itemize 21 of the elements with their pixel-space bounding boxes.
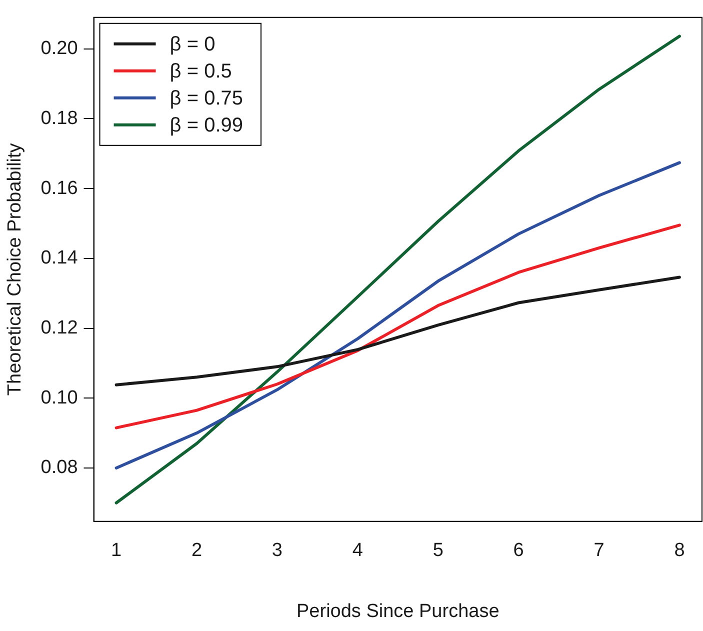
x-tick-label: 6 xyxy=(513,540,524,562)
legend-label: β = 0 xyxy=(170,33,216,56)
y-tick-label: 0.16 xyxy=(40,178,78,199)
x-tick-label: 1 xyxy=(111,540,122,562)
legend-label: β = 0.5 xyxy=(170,60,232,82)
legend-label: β = 0.75 xyxy=(170,87,244,110)
y-axis-title: Theoretical Choice Probability xyxy=(4,142,26,396)
x-tick-label: 4 xyxy=(352,540,364,562)
x-tick-label: 8 xyxy=(674,540,685,562)
x-tick-label: 2 xyxy=(191,540,202,562)
y-tick-label: 0.10 xyxy=(40,387,78,408)
x-tick-label: 5 xyxy=(432,540,444,562)
x-axis-title: Periods Since Purchase xyxy=(296,600,500,622)
x-tick-label: 7 xyxy=(594,540,604,562)
x-tick-label: 3 xyxy=(272,540,282,562)
legend-label: β = 0.99 xyxy=(170,114,244,136)
y-tick-label: 0.20 xyxy=(40,38,78,60)
y-tick-label: 0.14 xyxy=(40,248,78,269)
y-tick-label: 0.18 xyxy=(40,108,78,129)
y-tick-label: 0.08 xyxy=(40,457,78,478)
y-tick-label: 0.12 xyxy=(40,317,78,338)
